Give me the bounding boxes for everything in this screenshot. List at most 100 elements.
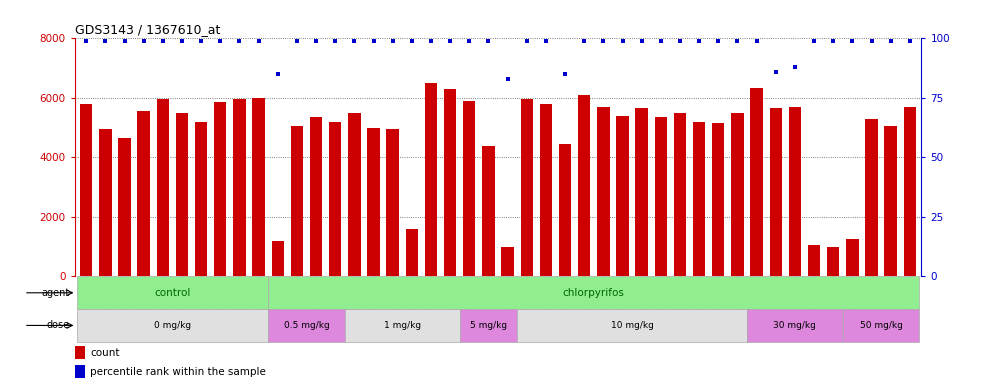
Bar [424,83,437,276]
Text: agent: agent [42,288,70,298]
Point [328,38,344,44]
Point [710,38,726,44]
Point [384,38,400,44]
Bar [750,88,763,276]
Point [787,64,803,70]
Bar [75,346,85,359]
Bar [77,276,268,309]
Bar [827,247,840,276]
Point [79,38,95,44]
Bar [808,245,821,276]
Point [366,38,381,44]
Text: GDS3143 / 1367610_at: GDS3143 / 1367610_at [75,23,220,36]
Bar [540,104,552,276]
Point [500,76,516,82]
Text: chlorpyrifos: chlorpyrifos [563,288,624,298]
Text: dose: dose [47,320,70,331]
Point [633,38,649,44]
Bar [75,365,85,378]
Bar [521,99,533,276]
Point [672,38,688,44]
Point [826,38,842,44]
Point [98,38,114,44]
Point [461,38,477,44]
Bar [119,138,130,276]
Bar [233,99,246,276]
Text: 5 mg/kg: 5 mg/kg [470,321,507,330]
Point [117,38,132,44]
Bar [578,95,591,276]
Bar [843,309,919,342]
Bar [617,116,628,276]
Bar [747,309,843,342]
Bar [268,309,345,342]
Text: count: count [90,348,120,358]
Point [270,71,286,77]
Bar [673,113,686,276]
Point [596,38,612,44]
Point [231,38,247,44]
Bar [463,101,475,276]
Bar [789,107,801,276]
Bar [272,241,284,276]
Bar [349,113,361,276]
Bar [310,117,323,276]
Bar [501,247,514,276]
Bar [517,309,747,342]
Bar [405,229,418,276]
Bar [654,117,667,276]
Point [251,38,267,44]
Bar [884,126,896,276]
Point [480,38,496,44]
Bar [329,122,342,276]
Point [652,38,668,44]
Bar [847,239,859,276]
Point [577,38,593,44]
Point [749,38,765,44]
Point [729,38,745,44]
Point [403,38,419,44]
Bar [559,144,572,276]
Bar [712,123,724,276]
Bar [635,108,647,276]
Bar [598,107,610,276]
Point [901,38,917,44]
Bar [137,111,149,276]
Text: 0 mg/kg: 0 mg/kg [153,321,191,330]
Bar [156,99,169,276]
Bar [866,119,877,276]
Bar [482,146,495,276]
Bar [345,309,460,342]
Point [557,71,573,77]
Point [289,38,305,44]
Point [845,38,861,44]
Text: control: control [154,288,190,298]
Bar [268,276,919,309]
Point [691,38,707,44]
Bar [195,122,207,276]
Bar [252,98,265,276]
Point [212,38,228,44]
Point [519,38,535,44]
Bar [386,129,398,276]
Text: 0.5 mg/kg: 0.5 mg/kg [284,321,330,330]
Point [135,38,151,44]
Point [882,38,898,44]
Point [768,69,784,75]
Bar [100,129,112,276]
Bar [175,113,188,276]
Bar [903,107,916,276]
Text: percentile rank within the sample: percentile rank within the sample [90,367,266,377]
Bar [291,126,303,276]
Point [154,38,170,44]
Text: 50 mg/kg: 50 mg/kg [860,321,902,330]
Point [442,38,458,44]
Point [538,38,554,44]
Text: 30 mg/kg: 30 mg/kg [774,321,817,330]
Point [193,38,209,44]
Bar [770,108,782,276]
Bar [214,103,226,276]
Point [308,38,324,44]
Point [806,38,822,44]
Text: 1 mg/kg: 1 mg/kg [383,321,420,330]
